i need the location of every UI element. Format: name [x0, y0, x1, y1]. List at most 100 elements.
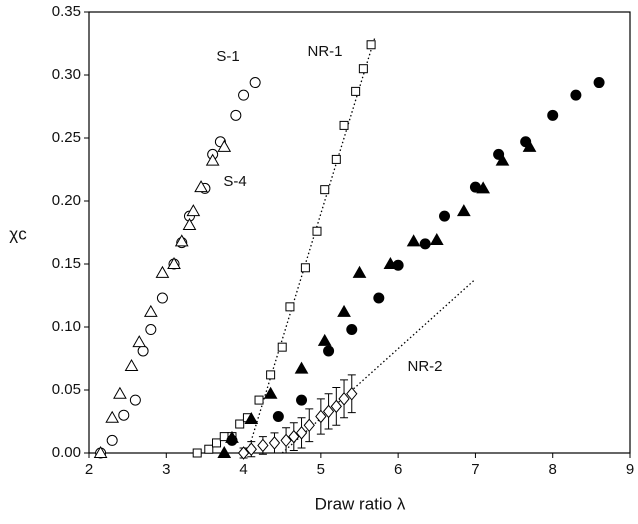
x-tick-label: 2 — [85, 461, 93, 478]
y-tick-label: 0.15 — [52, 255, 81, 272]
x-tick-label: 6 — [394, 461, 402, 478]
marker — [245, 442, 257, 457]
series-label: S-1 — [216, 48, 239, 65]
marker — [294, 361, 309, 374]
y-tick-label: 0.00 — [52, 444, 81, 461]
marker — [429, 233, 444, 246]
marker — [593, 77, 605, 89]
marker — [295, 426, 308, 440]
marker — [346, 324, 358, 336]
marker — [174, 234, 189, 247]
marker — [570, 89, 582, 101]
marker — [456, 204, 471, 217]
marker — [300, 263, 310, 273]
y-axis-label: χc — [9, 224, 27, 243]
marker — [346, 386, 358, 401]
marker — [320, 185, 330, 195]
marker — [337, 304, 351, 317]
marker — [330, 399, 342, 414]
marker — [212, 438, 222, 448]
plot-frame — [88, 11, 631, 454]
marker — [230, 109, 242, 121]
marker — [547, 109, 559, 121]
y-tick-label: 0.30 — [52, 66, 81, 83]
fit-line — [246, 37, 376, 454]
y-tick-label: 0.20 — [52, 192, 81, 209]
marker — [338, 392, 350, 406]
marker — [254, 395, 264, 405]
marker — [339, 120, 349, 130]
marker — [257, 438, 269, 453]
marker — [225, 430, 239, 443]
marker — [522, 139, 537, 152]
marker — [186, 204, 201, 217]
x-tick-label: 9 — [626, 461, 634, 478]
marker — [268, 436, 281, 450]
marker — [106, 434, 118, 446]
marker — [383, 256, 398, 269]
marker — [495, 153, 510, 166]
marker — [182, 217, 197, 230]
marker — [238, 89, 250, 101]
marker — [476, 181, 491, 194]
marker — [419, 238, 431, 250]
marker — [263, 386, 278, 399]
marker — [217, 445, 232, 458]
marker — [155, 265, 170, 278]
marker — [406, 234, 421, 247]
x-tick-label: 5 — [317, 461, 325, 478]
marker — [312, 226, 322, 236]
y-tick-label: 0.05 — [52, 381, 81, 398]
marker — [145, 324, 157, 336]
x-axis-label: Draw ratio λ — [315, 494, 406, 513]
marker — [352, 265, 367, 278]
marker — [351, 86, 361, 96]
marker — [277, 342, 287, 352]
x-tick-label: 4 — [239, 461, 247, 478]
marker — [296, 394, 308, 406]
marker — [105, 410, 120, 423]
marker — [143, 304, 158, 317]
marker — [315, 409, 327, 424]
marker — [137, 345, 149, 357]
marker — [237, 446, 250, 460]
x-tick-label: 7 — [471, 461, 479, 478]
marker — [249, 77, 261, 89]
series-label: S-4 — [223, 173, 246, 190]
marker — [272, 410, 284, 422]
marker — [280, 433, 292, 448]
marker — [167, 256, 181, 269]
marker — [322, 404, 335, 419]
marker — [331, 154, 341, 164]
marker — [205, 153, 220, 166]
marker — [303, 418, 315, 433]
marker — [204, 444, 214, 454]
marker — [132, 335, 147, 348]
marker — [288, 429, 300, 444]
marker — [192, 448, 202, 458]
marker — [317, 333, 332, 346]
y-tick-label: 0.35 — [52, 3, 81, 20]
y-tick-label: 0.10 — [52, 318, 81, 335]
marker — [358, 64, 368, 74]
marker — [194, 180, 208, 193]
x-tick-label: 3 — [162, 461, 170, 478]
x-tick-label: 8 — [549, 461, 557, 478]
marker — [113, 386, 127, 399]
marker — [118, 409, 130, 421]
marker — [93, 445, 108, 458]
marker — [129, 394, 141, 406]
y-tick-label: 0.25 — [52, 129, 81, 146]
series-label: NR-2 — [407, 358, 442, 375]
marker — [235, 419, 245, 429]
marker — [244, 411, 259, 424]
marker — [323, 345, 335, 357]
marker — [156, 292, 168, 304]
marker — [217, 139, 232, 152]
marker — [124, 359, 139, 372]
marker — [285, 302, 295, 312]
marker — [366, 40, 376, 50]
series-label: NR-1 — [307, 43, 342, 60]
fit-line — [281, 278, 476, 454]
